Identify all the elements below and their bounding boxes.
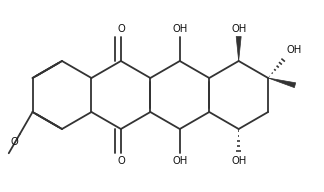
Text: OH: OH — [172, 24, 187, 34]
Text: OH: OH — [172, 156, 187, 166]
Polygon shape — [236, 36, 241, 61]
Text: O: O — [117, 24, 125, 34]
Polygon shape — [268, 78, 296, 88]
Text: O: O — [117, 156, 125, 166]
Text: O: O — [10, 137, 18, 147]
Text: OH: OH — [231, 24, 246, 34]
Text: OH: OH — [286, 46, 302, 55]
Text: OH: OH — [231, 156, 246, 166]
